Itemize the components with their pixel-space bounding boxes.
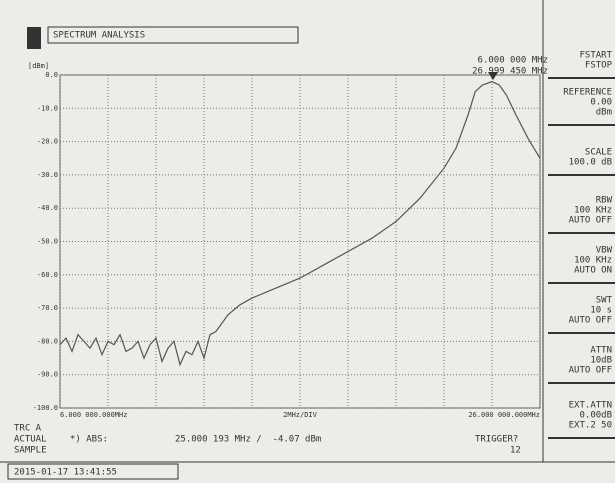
marker-symbol <box>488 72 498 80</box>
marker-mode: *) ABS: <box>70 435 108 445</box>
softkey-label: dBm <box>596 108 612 118</box>
softkey-label: SCALE <box>585 148 612 158</box>
x-scale-label: 2MHz/DIV <box>283 411 318 419</box>
trace-info: ACTUAL <box>14 435 47 445</box>
y-tick-label: 0.0 <box>45 71 58 79</box>
timestamp-box <box>7 463 179 480</box>
softkey-label: AUTO ON <box>574 266 612 276</box>
softkey-label: ATTN <box>590 346 612 356</box>
trace-info: SAMPLE <box>14 446 47 456</box>
softkey-label: EXT.ATTN <box>569 401 612 411</box>
softkey-label: RBW <box>596 196 613 206</box>
marker-value: 25.000 193 MHz / -4.07 dBm <box>175 435 321 445</box>
softkey-label: AUTO OFF <box>569 316 612 326</box>
softkey-label: 100.0 dB <box>569 158 612 168</box>
marker-readout: 6.000 000 MHz <box>478 56 548 66</box>
softkey-label: AUTO OFF <box>569 216 612 226</box>
x-tick-label: 6.000 000.000MHz <box>60 411 127 419</box>
softkey-label: FSTART <box>579 51 612 61</box>
title: SPECTRUM ANALYSIS <box>53 31 145 41</box>
y-tick-label: -90.0 <box>37 371 58 379</box>
timestamp: 2015-01-17 13:41:55 <box>14 468 117 478</box>
softkey-label: VBW <box>596 246 613 256</box>
softkey-label: 0.00 <box>590 98 612 108</box>
title-box <box>47 26 299 44</box>
y-tick-label: -30.0 <box>37 171 58 179</box>
softkey-label: 100 KHz <box>574 256 612 266</box>
x-tick-label: 26.000 000.000MHz <box>468 411 540 419</box>
trigger-value: 12 <box>510 446 521 456</box>
softkey-label: SWT <box>596 296 613 306</box>
y-label: [dBm] <box>28 62 49 70</box>
y-tick-label: -60.0 <box>37 271 58 279</box>
y-tick-label: -20.0 <box>37 138 58 146</box>
softkey-label: FSTOP <box>585 61 613 71</box>
softkey-label: 0.00dB <box>579 411 612 421</box>
y-tick-label: -100.0 <box>33 404 58 412</box>
y-tick-label: -80.0 <box>37 337 58 345</box>
trigger: TRIGGER? <box>475 435 518 445</box>
y-tick-label: -10.0 <box>37 104 58 112</box>
softkey-label: 10 s <box>590 306 612 316</box>
y-tick-label: -70.0 <box>37 304 58 312</box>
softkey-label: EXT.2 50 <box>569 421 612 431</box>
softkey-label: 10dB <box>590 356 612 366</box>
softkey-label: AUTO OFF <box>569 366 612 376</box>
trace-line <box>59 81 541 367</box>
softkey-label: 100 KHz <box>574 206 612 216</box>
trace-info: TRC A <box>14 424 42 434</box>
softkey-label: REFERENCE <box>563 88 612 98</box>
logo <box>27 27 41 49</box>
y-tick-label: -50.0 <box>37 238 58 246</box>
y-tick-label: -40.0 <box>37 204 58 212</box>
marker-readout: 26.999 450 MHz <box>472 67 548 77</box>
